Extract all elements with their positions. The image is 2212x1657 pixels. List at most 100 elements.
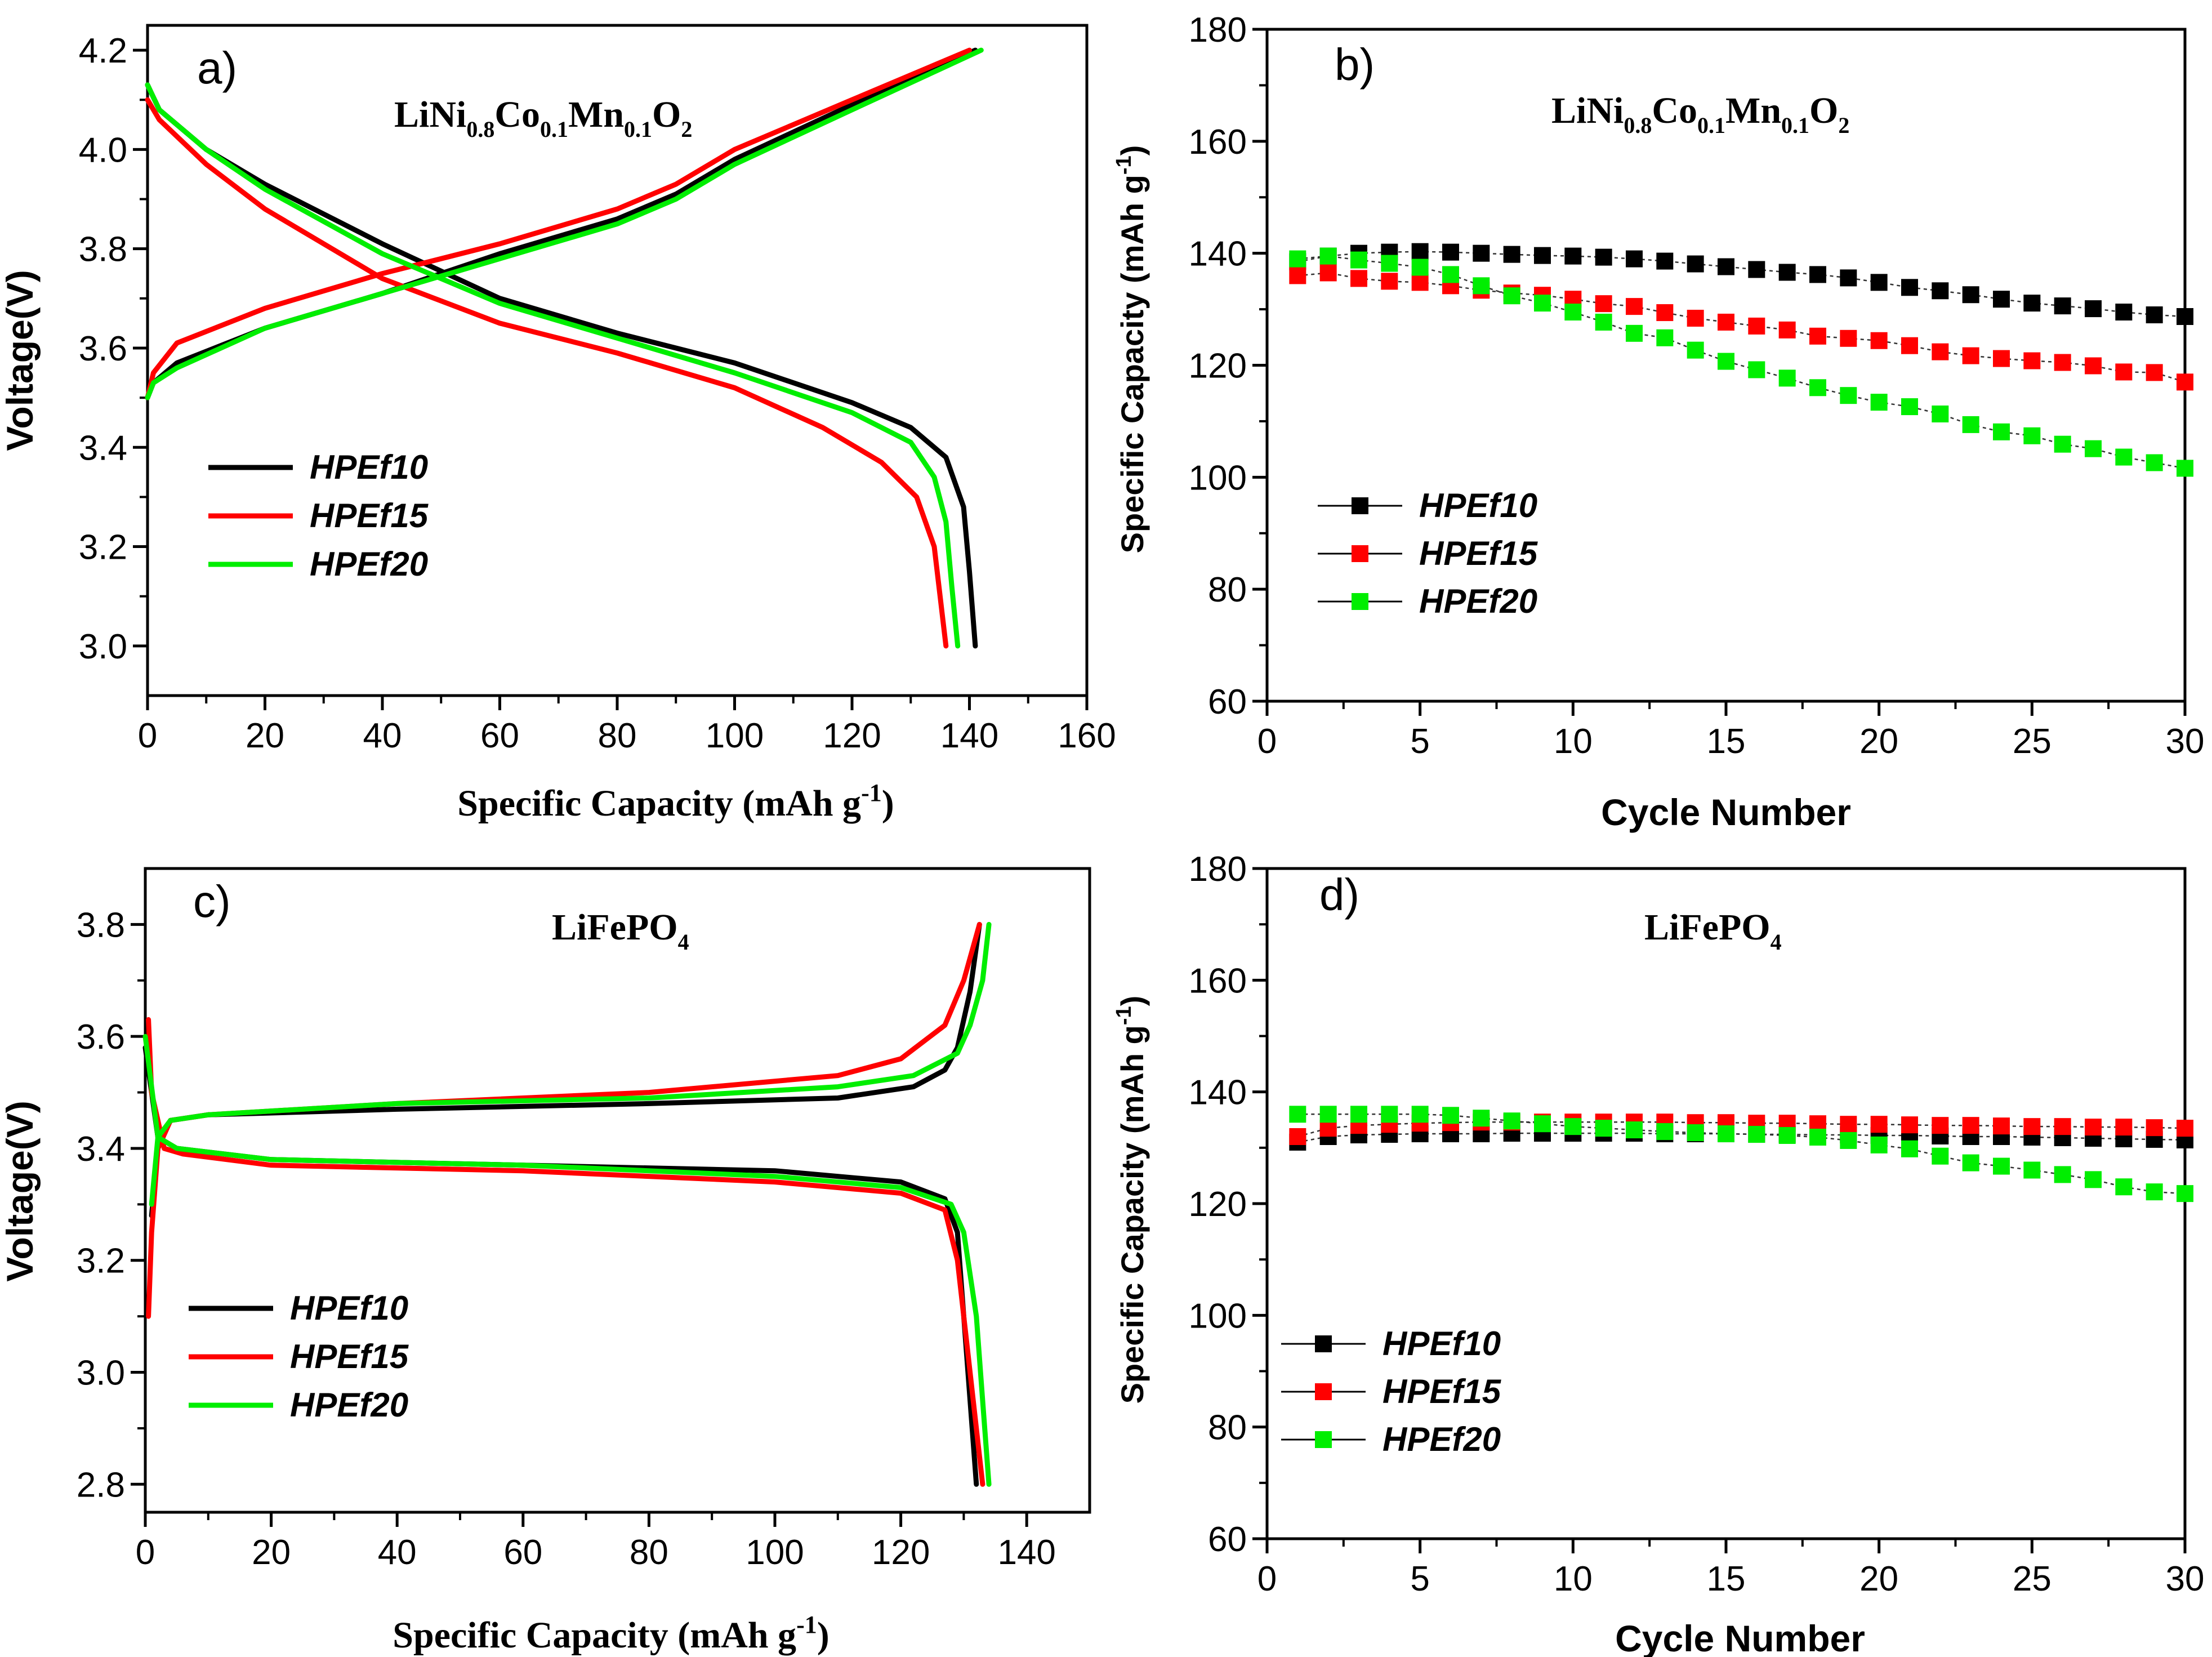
data-point xyxy=(2146,1183,2163,1201)
x-tick-label: 10 xyxy=(1554,1560,1593,1598)
x-axis-label: Specific Capacity (mAh g-1) xyxy=(393,1611,829,1656)
y-axis-label-sup: -1 xyxy=(1112,155,1136,175)
data-point xyxy=(1411,259,1429,276)
legend-item: HPEf20 xyxy=(1318,582,1537,620)
data-point xyxy=(1656,329,1674,346)
legend-label: HPEf20 xyxy=(290,1386,408,1424)
y-axis-label-main: Specific Capacity (mAh g xyxy=(1114,175,1150,553)
data-point xyxy=(1656,252,1674,270)
chart-title: LiFePO4 xyxy=(1644,907,1782,955)
data-point xyxy=(1718,258,1734,275)
legend-swatch-marker xyxy=(1352,497,1368,514)
data-point xyxy=(1503,246,1520,263)
x-tick-label: 30 xyxy=(2166,722,2205,761)
y-tick-label: 60 xyxy=(1208,1520,1247,1559)
title-part: Co xyxy=(494,94,540,135)
legend-label: HPEf10 xyxy=(310,448,428,486)
data-point xyxy=(1687,255,1704,273)
series-HPEf20 xyxy=(1289,247,2193,477)
legend-item: HPEf10 xyxy=(1318,487,1537,524)
panel-label: d) xyxy=(1319,870,1359,920)
y-tick-label: 3.6 xyxy=(79,329,127,368)
x-tick-label: 0 xyxy=(1257,722,1277,761)
series-HPEf20 xyxy=(145,47,984,649)
title-part: O xyxy=(652,94,681,135)
x-tick-label: 5 xyxy=(1410,1560,1429,1598)
x-tick-label: 100 xyxy=(706,716,764,755)
y-tick-label: 3.8 xyxy=(77,906,125,945)
title-subscript: 0.8 xyxy=(1624,113,1652,138)
x-tick-label: 0 xyxy=(1257,1560,1277,1598)
y-tick-label: 2.8 xyxy=(77,1466,125,1504)
legend-item: HPEf15 xyxy=(189,1338,409,1375)
data-point xyxy=(2085,440,2102,457)
y-tick-label: 4.2 xyxy=(79,32,127,70)
legend-label: HPEf15 xyxy=(310,497,429,534)
y-tick-label: 3.2 xyxy=(79,528,127,567)
data-point xyxy=(2054,297,2071,315)
data-point xyxy=(1289,267,1306,284)
x-axis-label-main: Cycle Number xyxy=(1615,1618,1865,1657)
x-tick-label: 5 xyxy=(1410,722,1429,761)
data-point xyxy=(1840,1116,1857,1133)
series-HPEf20 xyxy=(142,921,992,1487)
series-line-discharge xyxy=(145,82,978,649)
x-tick-label: 100 xyxy=(746,1533,804,1572)
x-tick-label: 25 xyxy=(2013,722,2052,761)
data-point xyxy=(1656,304,1674,322)
legend-label: HPEf15 xyxy=(1382,1373,1502,1410)
series-connector xyxy=(1297,1121,2186,1138)
series-line-charge xyxy=(146,921,982,1319)
data-point xyxy=(1870,332,1888,349)
x-axis-label-main: Cycle Number xyxy=(1601,791,1851,833)
data-point xyxy=(1901,1116,1918,1134)
data-point xyxy=(2054,435,2071,453)
data-point xyxy=(1411,1106,1429,1123)
x-axis-label-sup: -1 xyxy=(796,1611,817,1638)
data-point xyxy=(2085,1171,2102,1188)
data-point xyxy=(1748,1126,1765,1143)
data-point xyxy=(2115,1119,2133,1136)
legend-swatch-marker xyxy=(1315,1383,1332,1400)
series-line-charge xyxy=(145,47,978,400)
legend-label: HPEf20 xyxy=(310,545,428,583)
data-point xyxy=(1748,361,1765,378)
chart-title: LiNi0.8Co0.1Mn0.1O2 xyxy=(1551,90,1849,138)
data-point xyxy=(2023,295,2041,312)
data-point xyxy=(1626,298,1643,315)
x-tick-label: 15 xyxy=(1707,1560,1746,1598)
legend-item: HPEf20 xyxy=(1281,1420,1501,1458)
data-point xyxy=(1840,329,1857,347)
series-connector xyxy=(1297,1113,2186,1195)
title-subscript: 0.1 xyxy=(1781,113,1809,138)
x-tick-label: 20 xyxy=(1859,722,1898,761)
title-part: LiNi xyxy=(394,94,466,135)
title-part: Co xyxy=(1652,90,1697,131)
data-point xyxy=(1778,264,1796,281)
data-point xyxy=(1993,350,2010,367)
y-tick-label: 140 xyxy=(1189,1074,1247,1112)
data-point xyxy=(1962,1117,1979,1134)
panel-label: c) xyxy=(193,876,231,927)
data-point xyxy=(1595,1120,1612,1137)
title-subscript: 2 xyxy=(681,117,692,142)
data-point xyxy=(2115,363,2133,381)
legend-item: HPEf10 xyxy=(1281,1325,1501,1362)
x-tick-label: 20 xyxy=(246,716,284,755)
panel-c: 0 20 40 60 80 100 120 140 2.8 3.0 3.2 3.4 3.6 3.8 Spec… xyxy=(0,867,1091,1656)
y-tick-label: 160 xyxy=(1189,123,1247,162)
data-point xyxy=(1564,304,1582,321)
x-axis-label: Cycle Number xyxy=(1601,791,1851,833)
y-tick-label: 100 xyxy=(1189,458,1247,497)
data-point xyxy=(2115,304,2133,321)
y-tick-label: 3.6 xyxy=(77,1018,125,1057)
y-tick-label: 80 xyxy=(1208,571,1247,609)
data-point xyxy=(1411,243,1429,260)
data-point xyxy=(1993,1117,2010,1135)
legend: HPEf10 HPEf15 HPEf20 xyxy=(1318,487,1538,620)
data-point xyxy=(1809,327,1826,345)
legend: HPEf10 HPEf15 HPEf20 xyxy=(208,448,429,583)
y-tick-label: 180 xyxy=(1189,850,1247,889)
data-point xyxy=(1962,286,1979,304)
x-axis-label-main: Specific Capacity (mAh g xyxy=(457,783,861,824)
